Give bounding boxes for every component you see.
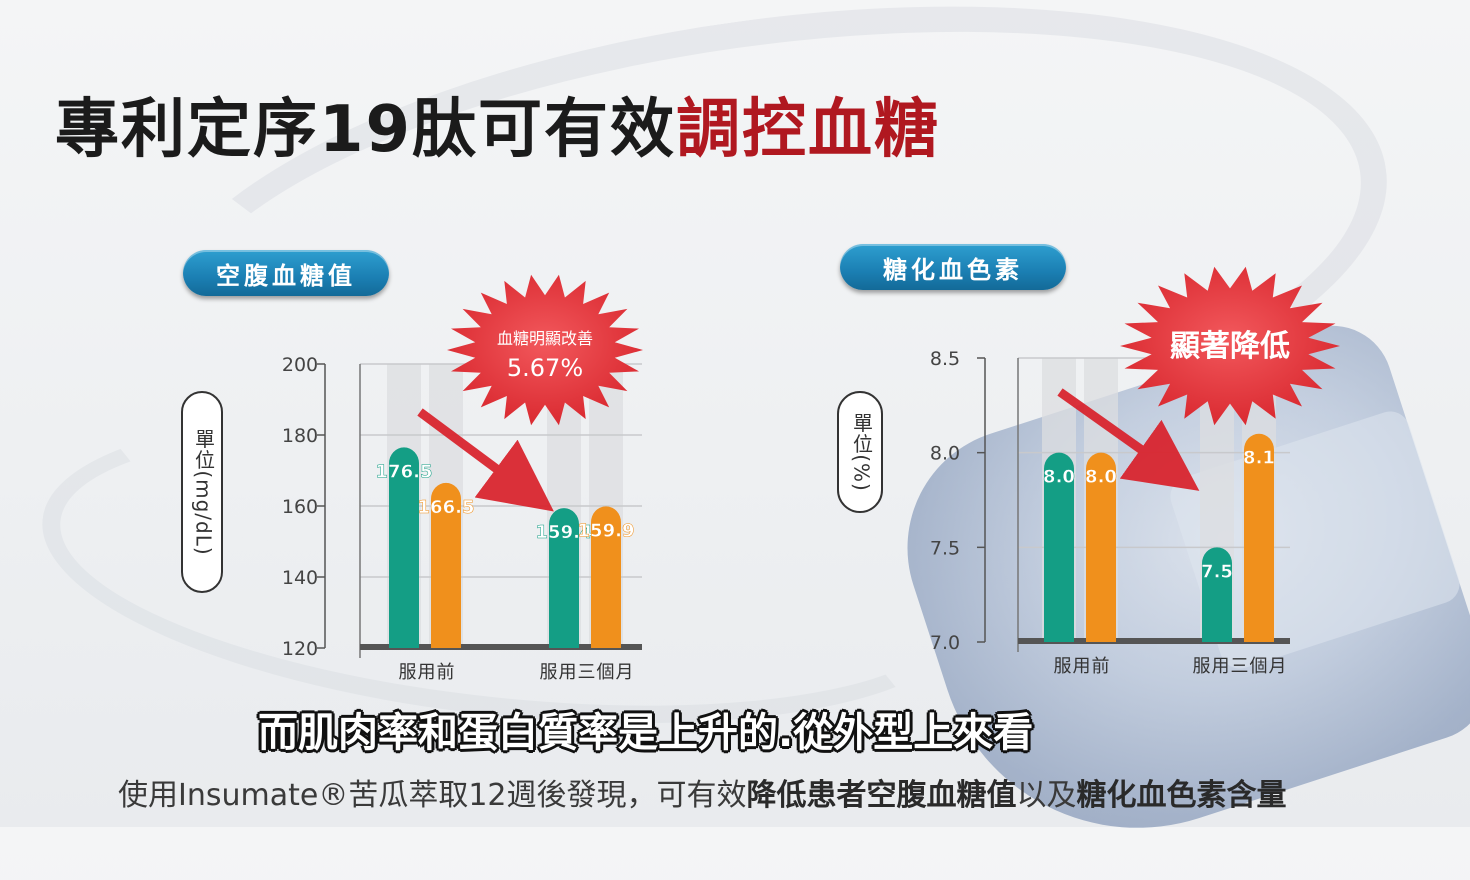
annotation-burst (447, 274, 643, 426)
y-tick-label: 160 (282, 496, 318, 518)
footer-mid: 以及 (1016, 778, 1077, 813)
bar-base (389, 632, 419, 648)
y-tick-label: 8.0 (930, 443, 960, 465)
page-title: 專利定序19肽可有效調控血糖 (55, 78, 940, 170)
y-tick-label: 180 (282, 425, 318, 447)
y-axis-label: 單位(mg/dL) (192, 428, 216, 555)
footer-bold1: 降低患者空腹血糖值 (746, 778, 1017, 813)
data-label: 7.5 (1201, 561, 1233, 582)
annotation-burst (1120, 266, 1340, 426)
annotation-text: 顯著降低 (1170, 329, 1290, 364)
bar-base (591, 632, 621, 648)
chart2-title-pill: 糖化血色素 (840, 244, 1066, 290)
chart1-title-pill: 空腹血糖值 (183, 250, 389, 296)
title-part1: 專利定序19肽可有效 (55, 93, 677, 167)
data-label: 159.4 (536, 522, 593, 543)
bar-base (1244, 626, 1274, 642)
footer-bold2: 糖化血色素含量 (1076, 778, 1287, 813)
data-label: 176.5 (376, 461, 433, 482)
y-label-capsule (181, 391, 223, 593)
bar-base (549, 632, 579, 648)
data-label: 8.0 (1043, 467, 1075, 488)
chart2-title: 糖化血色素 (883, 255, 1023, 284)
data-label: 166.5 (418, 497, 475, 518)
chart-2: 7.0 7.5 8.0 8.5 單位(%) 8.0 7.5 8.0 8.1 服用前 服用三個月 顯著降… (837, 266, 1340, 677)
bar (1086, 452, 1116, 642)
y-tick-label: 120 (282, 638, 318, 660)
bar (1044, 452, 1074, 642)
bar (1244, 433, 1274, 642)
y-axis-label: 單位(%) (850, 412, 874, 492)
y-tick-label: 8.5 (930, 348, 960, 370)
data-label: 8.1 (1243, 448, 1275, 469)
x-axis-base (360, 644, 642, 650)
data-label: 8.0 (1085, 467, 1117, 488)
bar-base (1086, 626, 1116, 642)
footer-prefix: 使用Insumate®苦瓜萃取12週後發現，可有效 (118, 778, 747, 813)
bar-base (431, 632, 461, 648)
y-tick-label: 200 (282, 354, 318, 376)
chart1-title: 空腹血糖值 (216, 261, 356, 290)
y-tick-label: 7.0 (930, 632, 960, 654)
x-axis-base (1018, 638, 1290, 644)
video-subtitle: 而肌肉率和蛋白質率是上升的.從外型上來看 (258, 710, 1034, 756)
y-tick-label: 7.5 (930, 537, 960, 559)
bar (389, 447, 419, 648)
y-tick-label: 140 (282, 567, 318, 589)
bar-base (1202, 626, 1232, 642)
annotation-text: 血糖明顯改善 (497, 329, 593, 348)
bar (549, 508, 579, 648)
charts-canvas: 120 140 160 180 200 單位(mg/dL) 176.5 159.4 166.5 1… (181, 266, 1340, 683)
chart-1: 120 140 160 180 200 單位(mg/dL) 176.5 159.4 166.5 1… (181, 274, 643, 683)
x-category-label: 服用前 (1054, 656, 1111, 677)
bar (431, 482, 461, 648)
x-category-label: 服用三個月 (1193, 656, 1288, 677)
x-category-label: 服用三個月 (540, 662, 635, 683)
trend-arrow (1057, 388, 1200, 491)
bar (591, 506, 621, 648)
annotation-value: 5.67% (507, 354, 583, 382)
footer-text: 使用Insumate®苦瓜萃取12週後發現，可有效降低患者空腹血糖值以及糖化血色… (118, 770, 1287, 814)
bar-base (1044, 626, 1074, 642)
x-category-label: 服用前 (399, 662, 456, 683)
y-label-capsule (837, 391, 883, 513)
trend-arrow (417, 408, 554, 512)
bar (1202, 547, 1232, 642)
title-part2-highlight: 調控血糖 (676, 93, 941, 167)
data-label: 159.9 (578, 520, 635, 541)
